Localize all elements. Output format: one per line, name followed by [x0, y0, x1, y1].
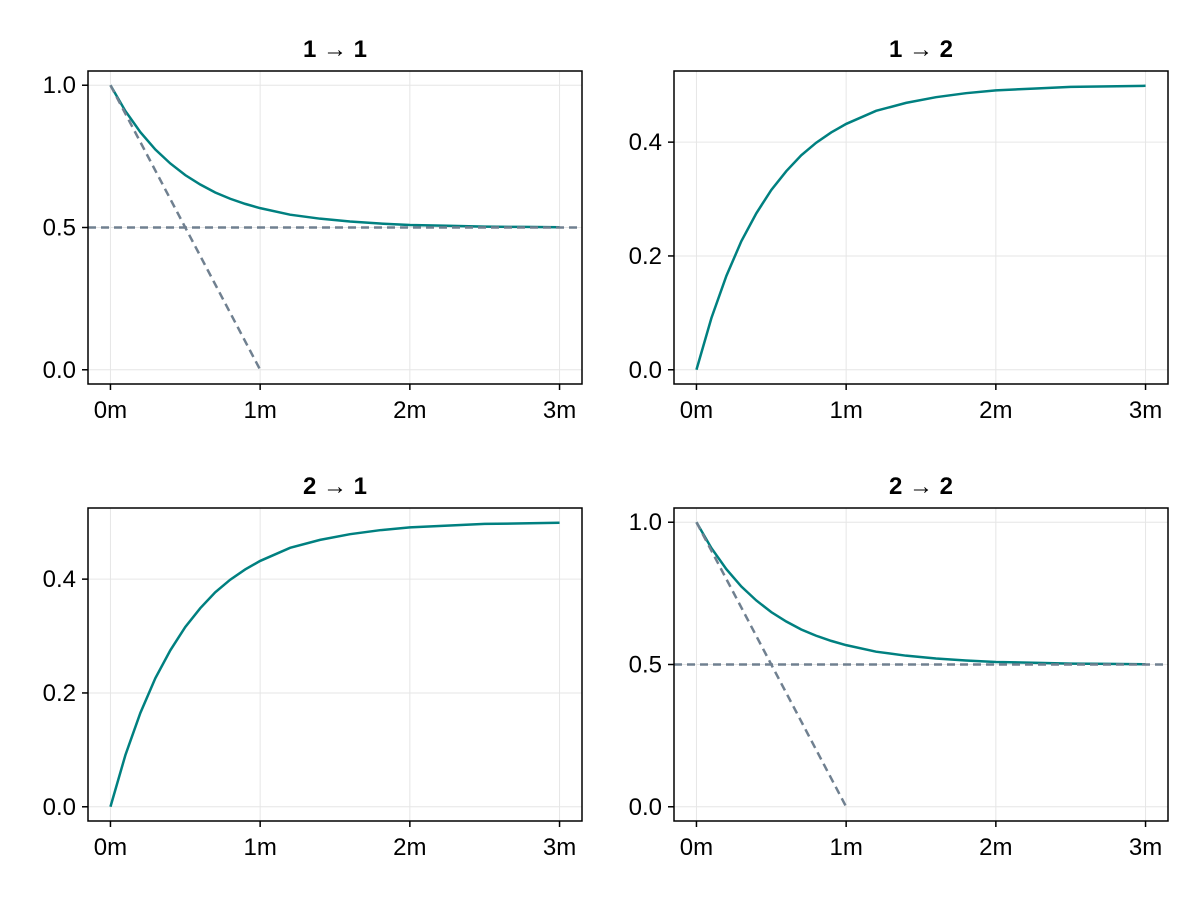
- x-tick-label: 0m: [680, 834, 713, 861]
- y-tick-label: 0.0: [629, 357, 662, 384]
- x-tick-label: 0m: [680, 397, 713, 424]
- x-tick-label: 2m: [393, 834, 426, 861]
- y-tick-label: 0.0: [43, 794, 76, 821]
- x-tick-label: 3m: [1129, 834, 1162, 861]
- panel-1: 0m 1m 2m 3m 0.0 0.5 1.0 1 → 1: [43, 36, 583, 424]
- series-line: [695, 521, 1146, 666]
- y-tick-label: 0.5: [43, 215, 76, 242]
- x-tick-label: 0m: [94, 397, 127, 424]
- series-line: [109, 84, 560, 229]
- x-tick-label: 2m: [393, 397, 426, 424]
- panel-title: 2 → 2: [889, 473, 953, 500]
- plot-frame: [673, 70, 1169, 385]
- y-tick-label: 0.4: [43, 566, 76, 593]
- panel-title: 1 → 2: [889, 36, 953, 63]
- y-tick-label: 1.0: [43, 72, 76, 99]
- y-tick-label: 0.2: [43, 680, 76, 707]
- y-tick-label: 0.5: [629, 652, 662, 679]
- x-tick-label: 0m: [94, 834, 127, 861]
- plot-frame: [87, 507, 583, 822]
- y-tick-label: 1.0: [629, 509, 662, 536]
- x-tick-label: 1m: [243, 397, 276, 424]
- panel-title: 2 → 1: [303, 473, 367, 500]
- panel-title: 1 → 1: [303, 36, 367, 63]
- x-tick-label: 2m: [979, 834, 1012, 861]
- x-tick-label: 1m: [829, 834, 862, 861]
- panel-4: 0m 1m 2m 3m 0.0 0.5 1.0 2 → 2: [629, 473, 1169, 861]
- x-tick-label: 3m: [543, 834, 576, 861]
- y-tick-label: 0.4: [629, 129, 662, 156]
- x-tick-label: 2m: [979, 397, 1012, 424]
- x-tick-label: 3m: [543, 397, 576, 424]
- panel-3: 0m 1m 2m 3m 0.0 0.2 0.4 2 → 1: [43, 473, 583, 861]
- series-line: [695, 84, 1146, 371]
- series-line: [109, 521, 560, 808]
- x-tick-label: 1m: [829, 397, 862, 424]
- panel-2: 0m 1m 2m 3m 0.0 0.2 0.4 1 → 2: [629, 36, 1169, 424]
- y-tick-label: 0.2: [629, 243, 662, 270]
- y-tick-label: 0.0: [43, 357, 76, 384]
- y-tick-label: 0.0: [629, 794, 662, 821]
- x-tick-label: 3m: [1129, 397, 1162, 424]
- x-tick-label: 1m: [243, 834, 276, 861]
